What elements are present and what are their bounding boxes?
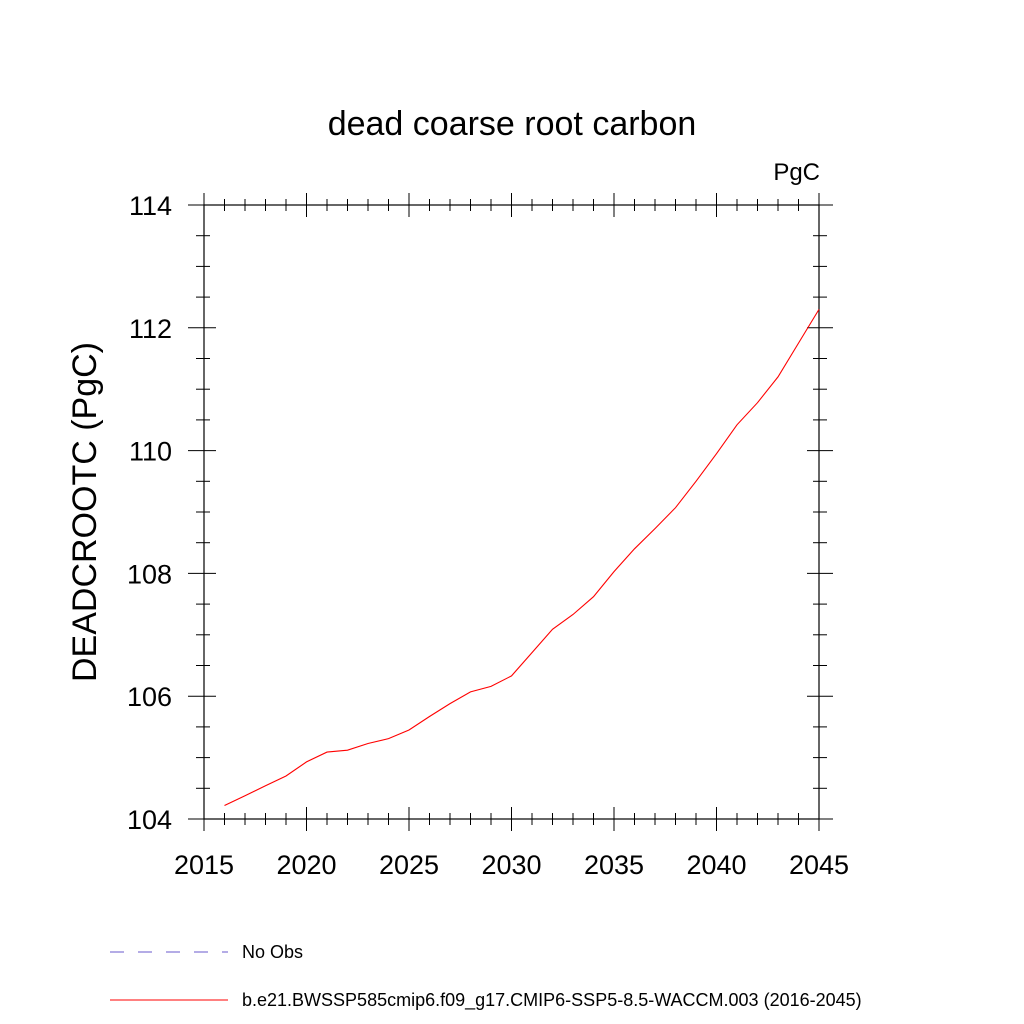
y-tick-label: 108: [127, 559, 172, 589]
y-tick-label: 112: [129, 314, 172, 344]
axis-ticks: [188, 193, 833, 831]
x-tick-label: 2025: [379, 850, 439, 880]
x-tick-label: 2040: [686, 850, 746, 880]
x-tick-label: 2030: [481, 850, 541, 880]
legend-label-0: No Obs: [242, 942, 303, 962]
legend-label-1: b.e21.BWSSP585cmip6.f09_g17.CMIP6-SSP5-8…: [242, 990, 862, 1011]
y-tick-label: 104: [127, 805, 172, 835]
y-axis-label: DEADCROOTC (PgC): [66, 342, 104, 682]
y-tick-label: 106: [127, 682, 172, 712]
units-label: PgC: [773, 159, 820, 186]
chart-title: dead coarse root carbon: [328, 105, 697, 143]
series-line-1: [224, 309, 820, 806]
y-tick-label: 110: [129, 437, 172, 467]
y-tick-label: 114: [129, 191, 172, 221]
x-tick-label: 2035: [584, 850, 644, 880]
axis-tick-labels: 2015 2020 2025 2030 2035 2040 2045 104 106 108 110…: [127, 191, 849, 880]
legend: No Obs b.e21.BWSSP585cmip6.f09_g17.CMIP6-…: [110, 942, 862, 1011]
series-layer: [224, 309, 820, 806]
x-tick-label: 2020: [276, 850, 336, 880]
plot-frame: [203, 204, 820, 820]
x-tick-label: 2015: [174, 850, 234, 880]
x-tick-label: 2045: [789, 850, 849, 880]
